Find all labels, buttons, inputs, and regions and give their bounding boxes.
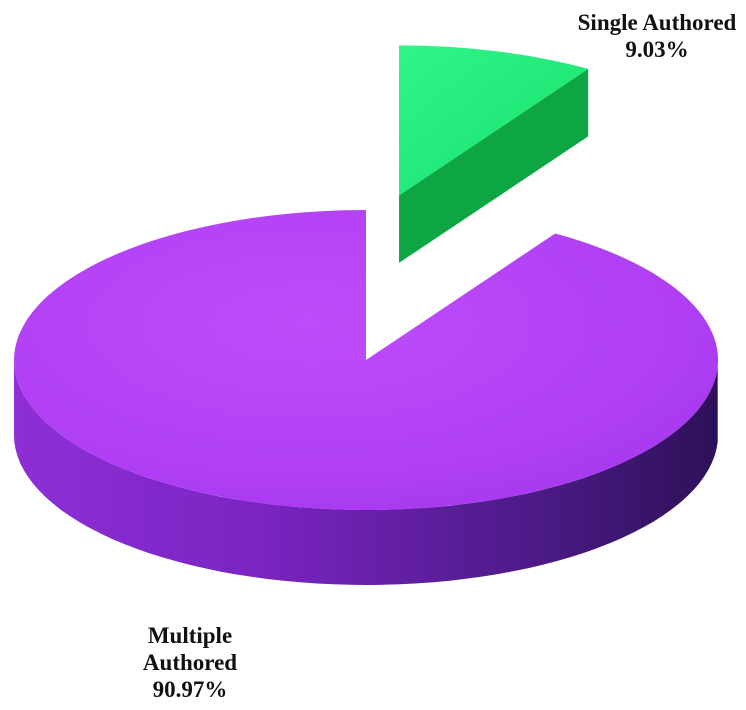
- label-multiple-authored: Multiple Authored 90.97%: [143, 623, 237, 702]
- slice-category-label: Multiple: [148, 623, 232, 648]
- slice-value-label: 90.97%: [153, 677, 228, 702]
- label-single-authored: Single Authored 9.03%: [578, 10, 737, 62]
- slice-single-authored: [399, 45, 589, 263]
- slice-top: [399, 45, 589, 196]
- slice-top: [14, 210, 719, 510]
- slice-multiple-authored: [14, 210, 719, 585]
- slice-cut-face: [399, 68, 589, 263]
- slice-category-label: Single Authored: [578, 10, 737, 35]
- slice-category-label: Authored: [143, 650, 237, 675]
- slice-value-label: 9.03%: [625, 37, 688, 62]
- slice-side-wall: [14, 360, 718, 585]
